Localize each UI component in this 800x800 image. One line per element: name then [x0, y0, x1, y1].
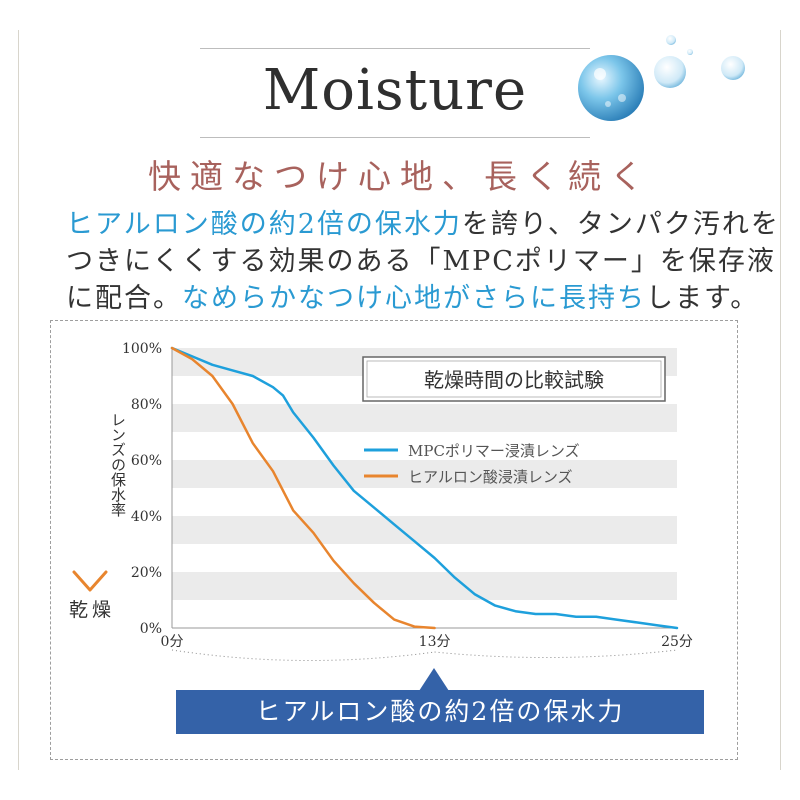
- y-axis-label: レンズの保水率: [109, 412, 127, 517]
- x-range-arc: [434, 649, 678, 659]
- body-text-segment: に配合。: [66, 283, 182, 314]
- title-rule-bottom: [200, 137, 590, 138]
- subtitle: 快適なつけ心地、長く続く: [148, 157, 652, 196]
- description-text: ヒアルロン酸の約2倍の保水力を誇り、タンパク汚れを つきにくくする効果のある「MP…: [66, 206, 778, 317]
- y-axis-dry-label: 乾燥: [69, 599, 115, 621]
- y-tick-label: 60%: [131, 453, 162, 469]
- y-tick-label: 0%: [140, 621, 162, 637]
- grid-band: [172, 516, 677, 544]
- y-axis-arrow-head: [72, 570, 108, 592]
- title-rule-top: [200, 48, 590, 49]
- description-line: に配合。なめらかなつけ心地がさらに長持ちします。: [66, 280, 757, 317]
- drop-highlight: [605, 101, 611, 107]
- left-frame-line: [18, 30, 19, 770]
- callout-banner: ヒアルロン酸の約2倍の保水力: [176, 690, 704, 734]
- series-line-mpc: [170, 346, 679, 630]
- highlight-text: なめらかなつけ心地がさらに長持ち: [182, 283, 646, 314]
- drop-highlight: [594, 68, 606, 80]
- body-text-segment: します。: [646, 283, 760, 314]
- legend-label: MPCポリマー浸漬レンズ: [408, 442, 580, 460]
- grid-band: [172, 460, 677, 488]
- water-drops-illustration: [578, 35, 745, 121]
- drop-highlight: [618, 94, 626, 102]
- water-bubble-tiny: [666, 35, 676, 45]
- description-line: つきにくくする効果のある「MPCポリマー」を保存液: [66, 243, 774, 280]
- body-text-segment: つきにくくする効果のある「MPCポリマー」を保存液: [66, 246, 776, 277]
- water-bubble-medium: [654, 56, 686, 88]
- water-bubble-small: [721, 56, 745, 80]
- chart-title-box: [362, 356, 666, 402]
- x-range-arc: [171, 649, 435, 662]
- y-tick-label: 80%: [131, 397, 162, 413]
- x-tick-label: 0分: [161, 634, 184, 650]
- body-text-segment: を誇り、タンパク汚れを: [461, 209, 780, 240]
- y-tick-label: 100%: [122, 341, 162, 357]
- x-tick-label: 25分: [661, 634, 693, 650]
- x-tick-label: 13分: [419, 634, 451, 650]
- chart-frame: [50, 320, 738, 760]
- grid-band: [172, 404, 677, 432]
- right-frame-line: [780, 30, 781, 770]
- legend-label: ヒアルロン酸浸漬レンズ: [408, 468, 573, 486]
- water-bubble-tiny: [687, 49, 693, 55]
- chart-title-inner-border: [366, 360, 662, 398]
- chart-title: 乾燥時間の比較試験: [424, 368, 604, 392]
- series-line-hyaluronic: [170, 346, 436, 630]
- highlight-text: ヒアルロン酸の約2倍の保水力: [66, 209, 462, 240]
- y-tick-label: 20%: [131, 565, 162, 581]
- water-drop-large: [578, 55, 644, 121]
- description-line: ヒアルロン酸の約2倍の保水力を誇り、タンパク汚れを: [66, 206, 778, 243]
- page-title: Moisture: [262, 58, 528, 123]
- y-tick-label: 40%: [131, 509, 162, 525]
- grid-band: [172, 572, 677, 600]
- callout-pointer: [419, 668, 449, 691]
